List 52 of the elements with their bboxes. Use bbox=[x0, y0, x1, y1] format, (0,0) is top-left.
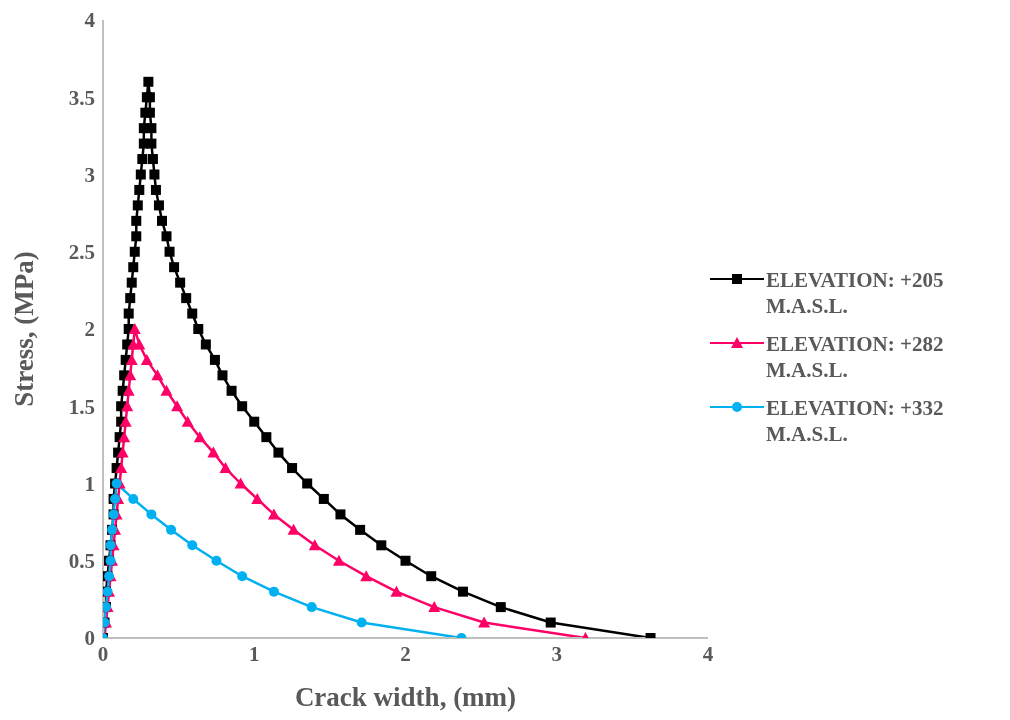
point bbox=[356, 617, 367, 628]
point bbox=[128, 493, 139, 504]
point bbox=[219, 462, 232, 474]
point bbox=[268, 586, 279, 597]
point bbox=[160, 384, 173, 396]
y-tick-label: 0.5 bbox=[68, 549, 95, 574]
point bbox=[119, 415, 132, 427]
x-axis-title: Crack width, (mm) bbox=[294, 682, 517, 712]
point bbox=[237, 571, 248, 582]
point bbox=[181, 415, 194, 427]
point bbox=[267, 508, 280, 520]
point bbox=[193, 431, 206, 443]
point bbox=[308, 539, 321, 551]
point bbox=[115, 462, 128, 474]
y-tick-label: 1 bbox=[84, 471, 95, 496]
legend-label: ELEVATION: +282 M.A.S.L. bbox=[766, 331, 945, 383]
point bbox=[234, 477, 247, 489]
point bbox=[124, 369, 137, 381]
point bbox=[207, 446, 220, 458]
point bbox=[211, 555, 222, 566]
point bbox=[116, 446, 129, 458]
legend-label: ELEVATION: +205 M.A.S.L. bbox=[766, 267, 945, 319]
x-tick-label: 2 bbox=[400, 641, 411, 666]
point bbox=[187, 540, 198, 551]
point bbox=[287, 523, 300, 535]
y-axis-title: Stress, (MPa) bbox=[8, 251, 39, 407]
x-tick-label: 3 bbox=[551, 641, 562, 666]
point bbox=[133, 338, 146, 350]
point bbox=[128, 323, 141, 334]
y-tick-label: 3 bbox=[84, 162, 95, 187]
y-tick-label: 1.5 bbox=[68, 394, 95, 419]
y-tick-label: 2 bbox=[84, 317, 95, 342]
x-tick-label: 1 bbox=[249, 641, 260, 666]
legend-label: ELEVATION: +332 M.A.S.L. bbox=[766, 395, 945, 447]
point bbox=[151, 369, 164, 381]
point bbox=[306, 602, 317, 613]
point bbox=[121, 400, 134, 412]
point bbox=[478, 616, 491, 628]
x-tick-label: 4 bbox=[702, 641, 714, 666]
point bbox=[360, 570, 373, 582]
point bbox=[171, 400, 184, 412]
point bbox=[332, 554, 345, 566]
point bbox=[166, 524, 177, 535]
point bbox=[118, 431, 131, 443]
point bbox=[251, 492, 264, 504]
point bbox=[390, 585, 403, 597]
y-tick-label: 2.5 bbox=[68, 240, 95, 265]
point bbox=[140, 353, 153, 365]
y-tick-label: 3.5 bbox=[68, 85, 95, 110]
y-tick-label: 4 bbox=[84, 8, 96, 33]
point bbox=[428, 601, 441, 613]
point bbox=[146, 509, 157, 520]
